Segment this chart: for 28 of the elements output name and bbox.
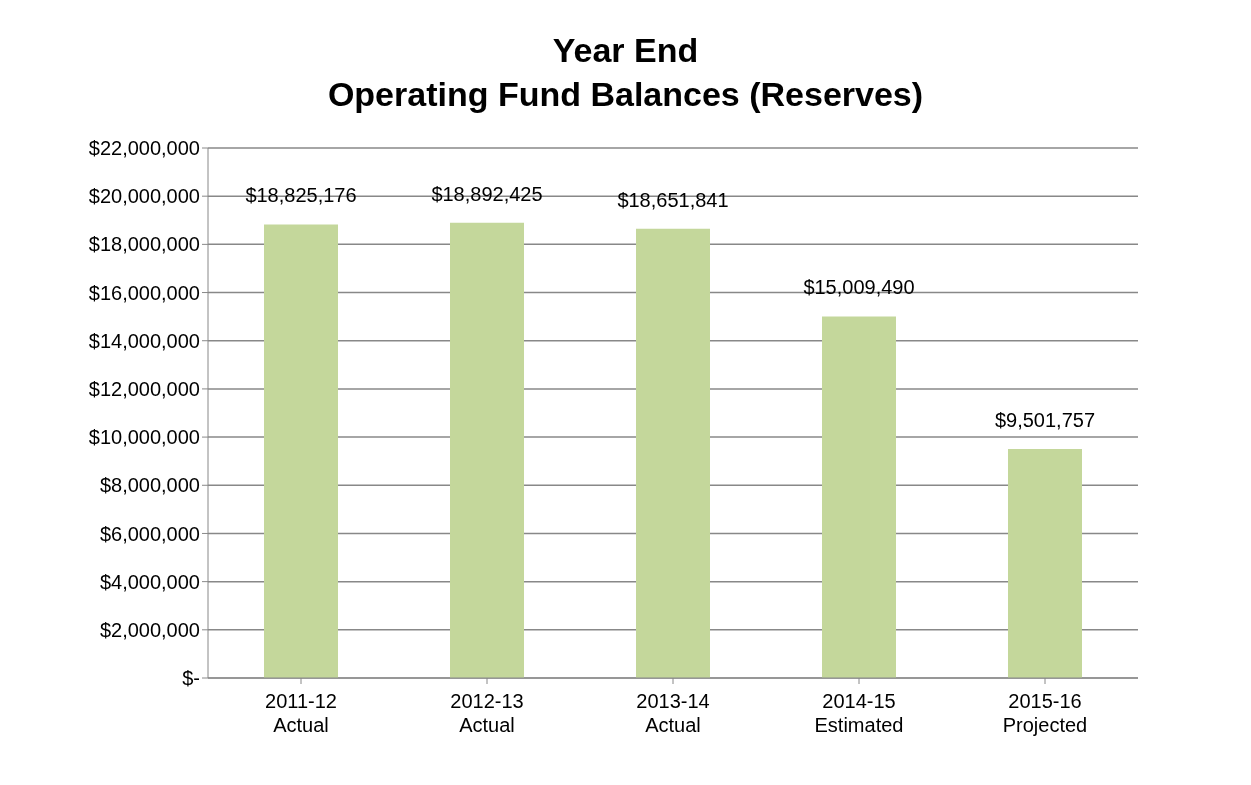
x-tick-label: 2014-15 Estimated <box>814 690 904 736</box>
x-tick-label: 2012-13 Actual <box>450 690 524 736</box>
chart-title: Year End Operating Fund Balances (Reserves) <box>326 30 925 115</box>
bar <box>1008 449 1082 678</box>
x-tick-label: 2015-16 Projected <box>1002 690 1088 736</box>
data-label: $18,892,425 <box>431 182 543 205</box>
y-tick-label: $18,000,000 <box>88 233 200 256</box>
bar <box>450 222 524 678</box>
y-tick-label: $22,000,000 <box>88 137 200 160</box>
y-tick-label: $12,000,000 <box>88 378 200 401</box>
y-tick-label: $10,000,000 <box>88 426 200 449</box>
data-label: $18,651,841 <box>617 188 729 211</box>
y-tick-label: $14,000,000 <box>88 329 200 352</box>
x-tick-label: 2011-12 Actual <box>265 690 337 736</box>
y-tick-label: $20,000,000 <box>88 185 200 208</box>
y-tick-label: $- <box>182 667 200 690</box>
y-tick-label: $16,000,000 <box>88 281 200 304</box>
x-tick-label: 2013-14 Actual <box>636 690 710 736</box>
bar <box>636 228 710 678</box>
y-tick-label: $2,000,000 <box>99 618 200 641</box>
bar <box>264 224 338 678</box>
y-tick-label: $8,000,000 <box>99 474 200 497</box>
bar <box>822 316 896 678</box>
data-label: $9,501,757 <box>994 409 1096 432</box>
data-label: $18,825,176 <box>245 184 357 207</box>
y-tick-label: $6,000,000 <box>99 522 200 545</box>
y-tick-label: $4,000,000 <box>99 570 200 593</box>
data-label: $15,009,490 <box>803 276 915 299</box>
